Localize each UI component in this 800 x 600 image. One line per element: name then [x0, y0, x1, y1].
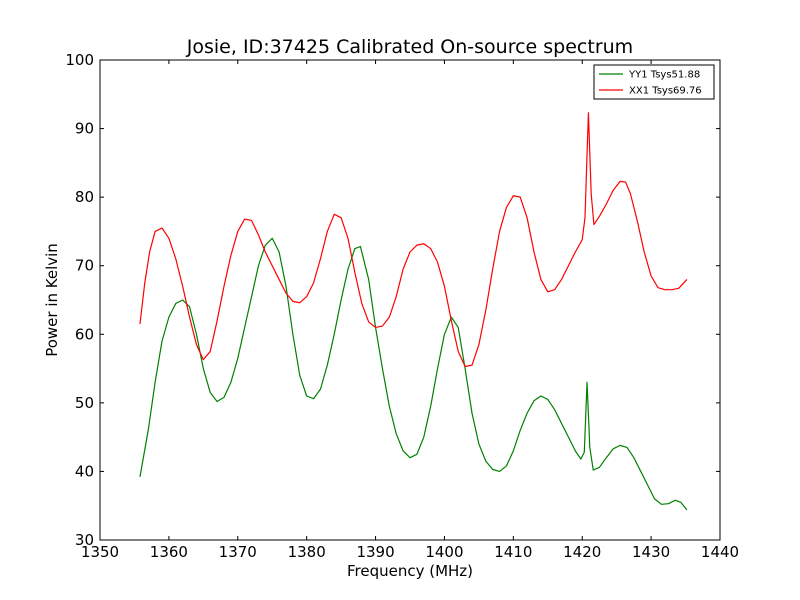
y-tick-label: 60	[75, 325, 94, 343]
x-tick-label: 1390	[356, 543, 394, 561]
x-tick-label: 1350	[81, 543, 119, 561]
legend-box	[593, 64, 715, 100]
x-axis-label: Frequency (MHz)	[347, 562, 473, 580]
x-tick-label: 1360	[150, 543, 188, 561]
legend-label-xx1: XX1 Tsys69.76	[629, 86, 702, 97]
chart-title: Josie, ID:37425 Calibrated On-source spe…	[186, 36, 633, 58]
x-tick-label: 1380	[288, 543, 326, 561]
x-tick-label: 1420	[563, 543, 601, 561]
x-tick-label: 1440	[701, 543, 739, 561]
legend: YY1 Tsys51.88 XX1 Tsys69.76	[593, 64, 715, 100]
x-tick-label: 1410	[494, 543, 532, 561]
plot-frame	[99, 59, 721, 541]
series-line-yy1	[139, 237, 688, 511]
x-axis-ticks: 1350 1360 1370 1380 1390 1400 1410 1420 1430 1440	[81, 60, 739, 561]
x-tick-label: 1430	[632, 543, 670, 561]
y-tick-label: 100	[65, 51, 94, 69]
series-line-xx1	[139, 112, 688, 368]
y-tick-label: 80	[75, 188, 94, 206]
x-tick-label: 1400	[425, 543, 463, 561]
plot-lines	[139, 112, 688, 511]
y-tick-label: 70	[75, 257, 94, 275]
y-tick-label: 30	[75, 531, 94, 549]
y-axis-label: Power in Kelvin	[43, 243, 61, 357]
y-tick-label: 50	[75, 394, 94, 412]
x-tick-label: 1370	[219, 543, 257, 561]
y-tick-label: 40	[75, 462, 94, 480]
y-axis-ticks: 30 40 50 60 70 80 90 100	[65, 51, 720, 549]
y-tick-label: 90	[75, 120, 94, 138]
legend-label-yy1: YY1 Tsys51.88	[628, 70, 700, 81]
